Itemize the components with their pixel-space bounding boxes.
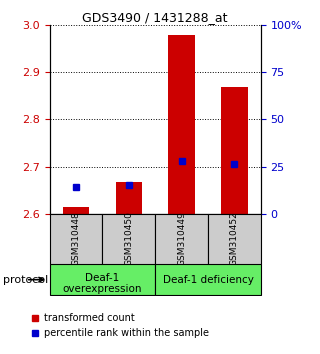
Text: overexpression: overexpression: [63, 284, 142, 294]
Text: GSM310448: GSM310448: [71, 212, 81, 266]
Bar: [102, 214, 155, 264]
Bar: [155, 214, 208, 264]
Text: GSM310452: GSM310452: [230, 212, 239, 266]
Text: Deaf-1: Deaf-1: [85, 273, 120, 283]
Bar: [50, 264, 155, 295]
Bar: [63, 207, 89, 214]
Bar: [116, 182, 142, 214]
Text: Deaf-1 deficiency: Deaf-1 deficiency: [163, 275, 253, 285]
Bar: [168, 35, 195, 214]
Text: protocol: protocol: [3, 275, 48, 285]
Legend: transformed count, percentile rank within the sample: transformed count, percentile rank withi…: [27, 309, 213, 342]
Bar: [155, 264, 261, 295]
Text: GSM310449: GSM310449: [177, 212, 186, 266]
Text: GSM310450: GSM310450: [124, 211, 133, 267]
Bar: [50, 214, 102, 264]
Bar: [208, 214, 261, 264]
Title: GDS3490 / 1431288_at: GDS3490 / 1431288_at: [83, 11, 228, 24]
Bar: [221, 87, 248, 214]
